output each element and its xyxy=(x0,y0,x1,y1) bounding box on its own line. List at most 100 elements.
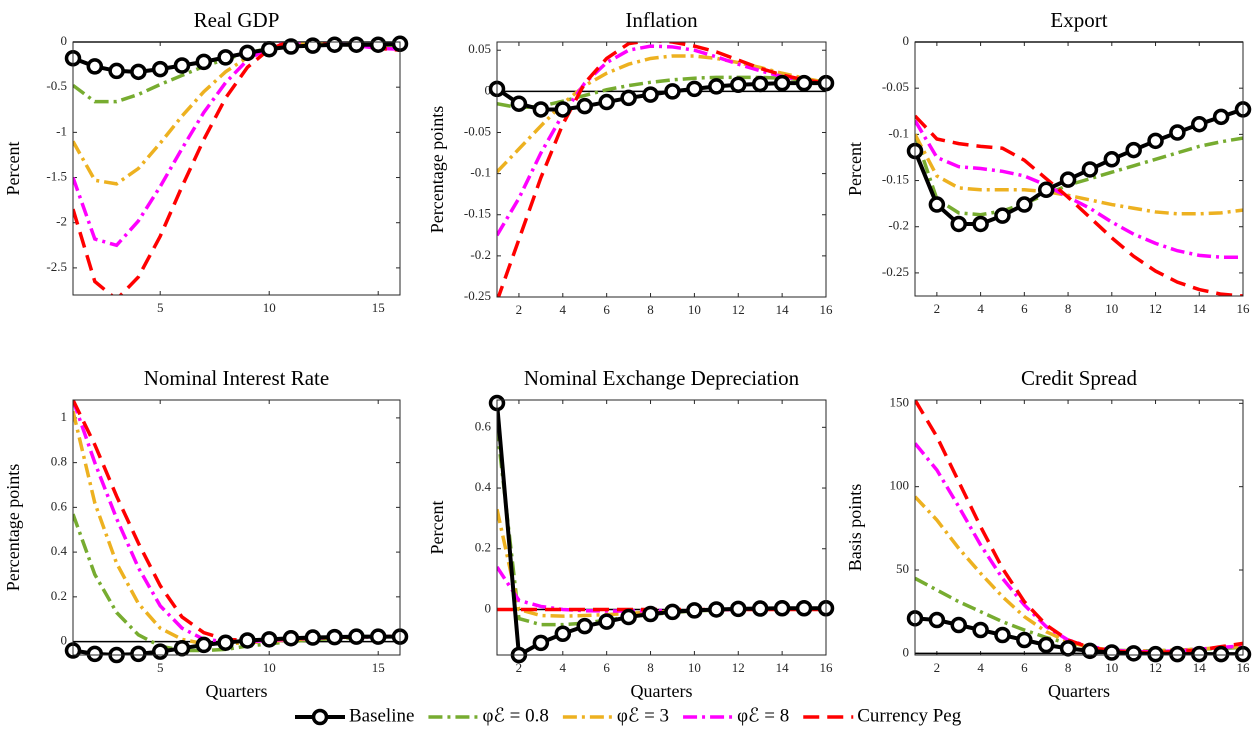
series-marker xyxy=(239,44,256,62)
x-tick-label: 2 xyxy=(934,301,941,316)
series-marker xyxy=(773,600,791,617)
x-axis-label: Quarters xyxy=(206,681,268,701)
series-marker xyxy=(1125,645,1142,662)
y-tick-label: 0.4 xyxy=(475,479,492,494)
plot-lines xyxy=(497,42,826,297)
series-marker xyxy=(532,101,550,118)
x-tick-label: 14 xyxy=(1193,301,1207,316)
x-tick-label: 4 xyxy=(560,302,567,317)
series-marker xyxy=(130,63,147,81)
x-tick-label: 6 xyxy=(603,302,610,317)
panel-title: Real GDP xyxy=(194,8,280,32)
series-marker xyxy=(173,57,191,74)
x-tick-label: 2 xyxy=(516,302,523,317)
series-marker xyxy=(620,608,637,626)
series-marker xyxy=(686,602,703,619)
y-tick-label: -0.1 xyxy=(888,125,909,140)
series-marker xyxy=(260,40,278,58)
series-marker xyxy=(664,603,681,621)
series-marker xyxy=(1147,645,1164,663)
series-marker xyxy=(554,625,572,642)
axes-box xyxy=(914,41,1244,297)
series-line xyxy=(497,402,826,655)
series-marker xyxy=(730,600,747,618)
y-tick-label: 0 xyxy=(903,644,910,659)
y-tick-label: -2.5 xyxy=(46,259,67,274)
series-marker xyxy=(151,60,169,78)
y-axis-label: Percentage points xyxy=(3,464,23,591)
x-tick-label: 4 xyxy=(977,301,984,316)
x-tick-label: 6 xyxy=(1021,301,1028,316)
y-axis-label: Percent xyxy=(427,501,447,555)
series-marker xyxy=(751,600,769,617)
axes-box xyxy=(496,41,827,298)
y-axis-label: Percent xyxy=(845,142,865,196)
series-marker xyxy=(795,74,813,92)
series-marker xyxy=(994,626,1011,644)
x-tick-label: 5 xyxy=(157,300,164,315)
series-line xyxy=(915,133,1243,217)
y-tick-label: -0.1 xyxy=(470,165,491,180)
y-axis-label: Percent xyxy=(3,142,23,196)
y-tick-label: -0.15 xyxy=(882,172,909,187)
x-tick-label: 16 xyxy=(820,302,834,317)
x-axis-label: Quarters xyxy=(1048,681,1110,701)
series-marker xyxy=(576,97,593,115)
series-line xyxy=(497,75,826,110)
x-tick-label: 8 xyxy=(1065,660,1072,675)
series-marker xyxy=(369,628,387,645)
legend-label: φℰ = 3 xyxy=(617,705,669,726)
series-marker xyxy=(972,215,989,233)
series-marker xyxy=(1147,132,1164,150)
y-tick-label: -0.25 xyxy=(464,288,491,303)
series-marker xyxy=(304,37,322,54)
y-tick-label: 0 xyxy=(61,33,68,48)
y-tick-label: 0.4 xyxy=(51,543,68,558)
y-tick-label: 0 xyxy=(903,33,910,48)
legend-label: φℰ = 0.8 xyxy=(482,705,548,726)
series-marker xyxy=(1212,108,1230,126)
y-tick-label: -0.05 xyxy=(464,123,491,138)
series-marker xyxy=(598,613,615,630)
series-marker xyxy=(708,78,725,95)
series-marker xyxy=(795,600,813,617)
series-marker xyxy=(260,631,278,648)
series-line xyxy=(73,400,400,643)
y-tick-label: 0 xyxy=(485,600,492,615)
series-line xyxy=(497,427,826,627)
plot-lines xyxy=(73,400,400,655)
panel-title: Inflation xyxy=(625,8,698,32)
x-tick-label: 15 xyxy=(372,300,385,315)
x-tick-label: 10 xyxy=(1105,660,1118,675)
y-tick-label: -1 xyxy=(56,123,67,138)
y-tick-label: -0.25 xyxy=(882,264,909,279)
series-marker xyxy=(217,634,234,651)
series-marker xyxy=(195,636,213,654)
series-marker xyxy=(173,640,191,657)
series-marker xyxy=(510,95,528,112)
x-tick-label: 16 xyxy=(1237,301,1251,316)
y-tick-label: 0.2 xyxy=(51,588,67,603)
series-marker xyxy=(1016,196,1033,213)
series-marker xyxy=(994,207,1011,224)
y-tick-label: 0.6 xyxy=(51,498,68,513)
plot-lines xyxy=(73,42,400,295)
series-marker xyxy=(928,196,946,213)
series-marker xyxy=(130,645,147,663)
x-tick-label: 6 xyxy=(603,660,610,675)
x-tick-label: 10 xyxy=(263,300,276,315)
series-marker xyxy=(239,632,256,649)
y-tick-label: -0.15 xyxy=(464,206,491,221)
series-marker xyxy=(217,49,234,66)
series-marker xyxy=(532,634,550,652)
series-marker xyxy=(554,101,572,118)
plot-lines xyxy=(497,402,826,655)
series-marker xyxy=(620,89,637,107)
x-tick-label: 8 xyxy=(647,302,654,317)
y-tick-label: -0.2 xyxy=(888,218,909,233)
y-tick-label: 0.2 xyxy=(475,540,491,555)
x-tick-label: 4 xyxy=(977,660,984,675)
axes-box xyxy=(914,399,1244,656)
y-tick-label: 50 xyxy=(896,561,909,576)
